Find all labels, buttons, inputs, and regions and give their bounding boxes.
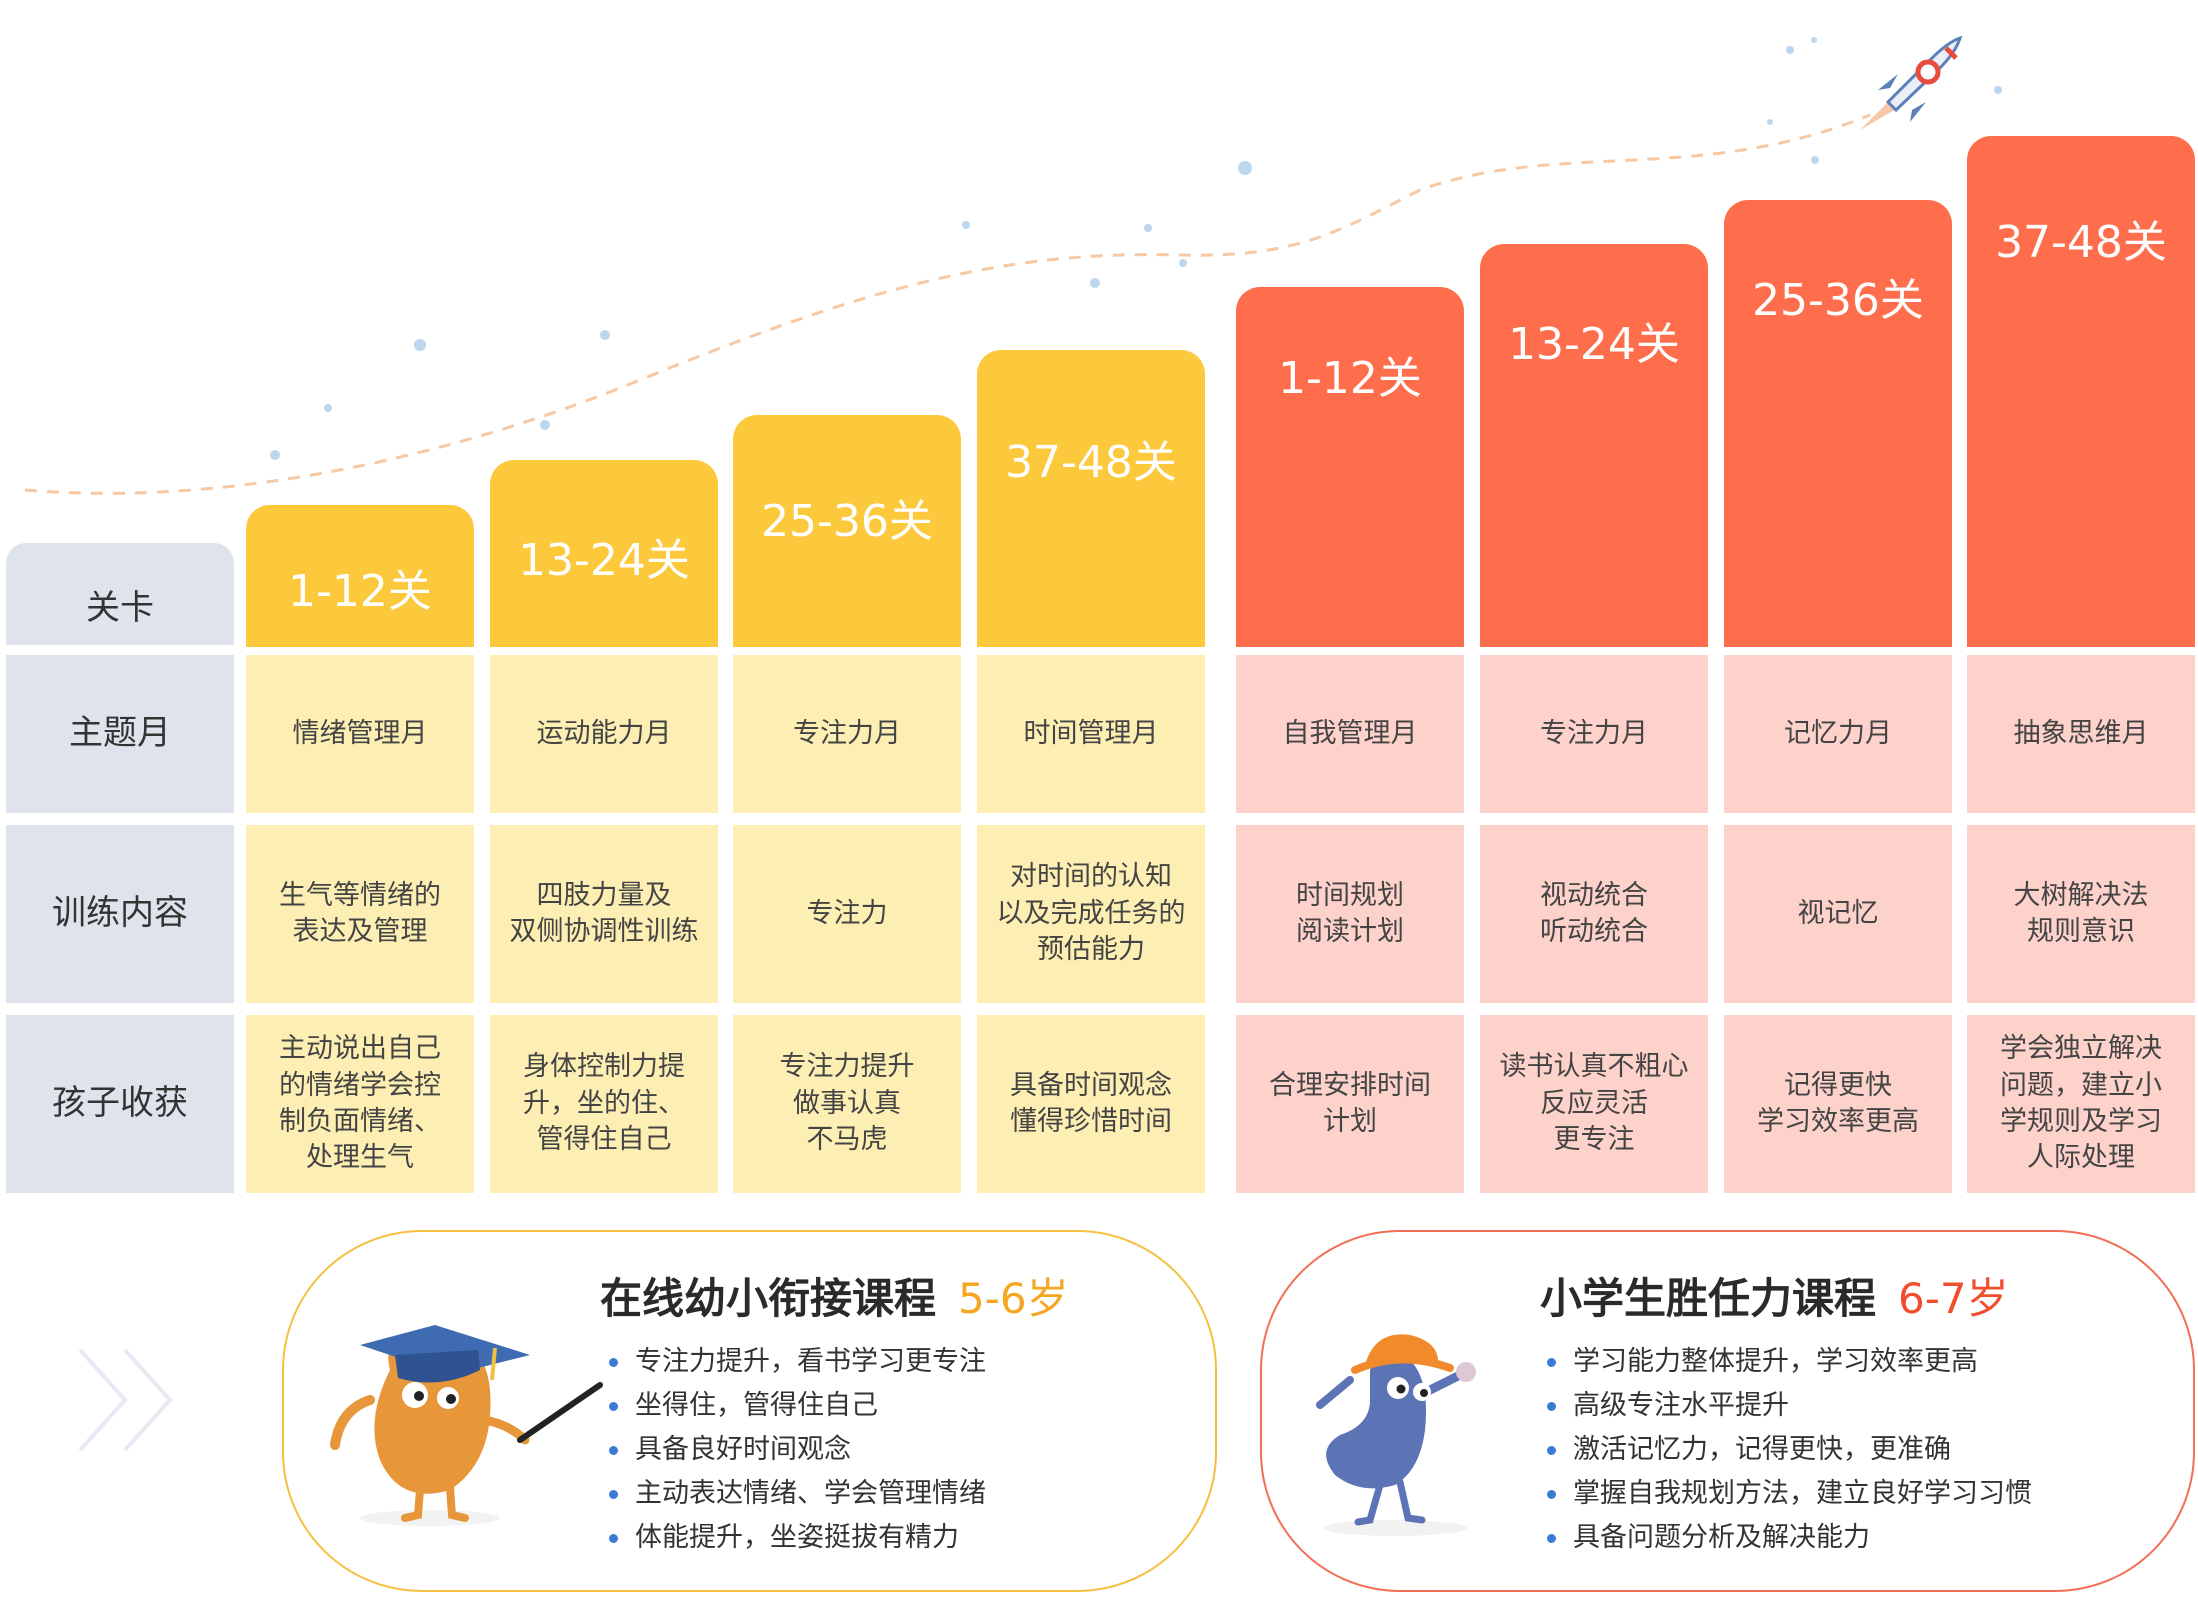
list-item: 具备问题分析及解决能力 (1545, 1516, 2032, 1560)
primary-theme-cell: 自我管理月 (1236, 655, 1464, 813)
list-item: 激活记忆力，记得更快，更准确 (1545, 1428, 2032, 1472)
row-label-gains: 孩子收获 (6, 1015, 234, 1193)
kindergarten-level-header: 37-48关 (977, 350, 1205, 647)
rocket-icon (1860, 35, 1963, 130)
benefit-text: 高级专注水平提升 (1573, 1390, 1789, 1421)
primary-course-age: 6-7岁 (1898, 1274, 2009, 1323)
hat-mascot-icon (1316, 1334, 1476, 1536)
benefit-text: 主动表达情绪、学会管理情绪 (635, 1478, 986, 1509)
primary-level-header: 25-36关 (1724, 200, 1952, 647)
bullet-dot-icon (609, 1358, 618, 1367)
kindergarten-level-header: 13-24关 (490, 460, 718, 647)
list-item: 坐得住，管得住自己 (607, 1384, 986, 1428)
list-item: 主动表达情绪、学会管理情绪 (607, 1472, 986, 1516)
bullet-dot-icon (1547, 1446, 1556, 1455)
kindergarten-training-cell: 对时间的认知 以及完成任务的 预估能力 (977, 825, 1205, 1003)
kindergarten-course-age: 5-6岁 (958, 1274, 1069, 1323)
kindergarten-theme-cell: 时间管理月 (977, 655, 1205, 813)
dashed-trail-decoration (24, 37, 2002, 495)
kindergarten-theme-cell: 运动能力月 (490, 655, 718, 813)
list-item: 学习能力整体提升，学习效率更高 (1545, 1340, 2032, 1384)
bullet-dot-icon (609, 1446, 618, 1455)
benefit-text: 专注力提升，看书学习更专注 (635, 1346, 986, 1377)
primary-training-cell: 时间规划 阅读计划 (1236, 825, 1464, 1003)
kindergarten-theme-cell: 专注力月 (733, 655, 961, 813)
primary-gains-cell: 合理安排时间 计划 (1236, 1015, 1464, 1193)
list-item: 专注力提升，看书学习更专注 (607, 1340, 986, 1384)
bullet-dot-icon (609, 1402, 618, 1411)
kindergarten-level-header: 25-36关 (733, 415, 961, 647)
primary-level-header: 13-24关 (1480, 244, 1708, 647)
kindergarten-training-cell: 生气等情绪的 表达及管理 (246, 825, 474, 1003)
row-label-training: 训练内容 (6, 825, 234, 1003)
graduate-mascot-icon (330, 1325, 603, 1526)
primary-training-cell: 大树解决法 规则意识 (1967, 825, 2195, 1003)
chevron-right-icon (78, 1348, 173, 1452)
primary-level-header: 37-48关 (1967, 136, 2195, 647)
kindergarten-course-title-row: 在线幼小衔接课程 5-6岁 (600, 1265, 1069, 1326)
primary-gains-cell: 学会独立解决 问题，建立小 学规则及学习 人际处理 (1967, 1015, 2195, 1193)
primary-training-cell: 视记忆 (1724, 825, 1952, 1003)
benefit-text: 具备问题分析及解决能力 (1573, 1522, 1870, 1553)
bullet-dot-icon (609, 1490, 618, 1499)
list-item: 高级专注水平提升 (1545, 1384, 2032, 1428)
kindergarten-benefit-list: 专注力提升，看书学习更专注 坐得住，管得住自己 具备良好时间观念 主动表达情绪、… (607, 1340, 986, 1560)
primary-course-title-row: 小学生胜任力课程 6-7岁 (1540, 1265, 2009, 1326)
bullet-dot-icon (1547, 1402, 1556, 1411)
kindergarten-training-cell: 四肢力量及 双侧协调性训练 (490, 825, 718, 1003)
benefit-text: 体能提升，坐姿挺拔有精力 (635, 1522, 959, 1553)
benefit-text: 学习能力整体提升，学习效率更高 (1573, 1346, 1978, 1377)
primary-level-header: 1-12关 (1236, 287, 1464, 647)
kindergarten-training-cell: 专注力 (733, 825, 961, 1003)
list-item: 具备良好时间观念 (607, 1428, 986, 1472)
kindergarten-theme-cell: 情绪管理月 (246, 655, 474, 813)
bullet-dot-icon (609, 1534, 618, 1543)
primary-theme-cell: 抽象思维月 (1967, 655, 2195, 813)
kindergarten-gains-cell: 身体控制力提 升，坐的住、 管得住自己 (490, 1015, 718, 1193)
benefit-text: 具备良好时间观念 (635, 1434, 851, 1465)
kindergarten-gains-cell: 具备时间观念 懂得珍惜时间 (977, 1015, 1205, 1193)
benefit-text: 激活记忆力，记得更快，更准确 (1573, 1434, 1951, 1465)
primary-gains-cell: 记得更快 学习效率更高 (1724, 1015, 1952, 1193)
row-label-level: 关卡 (6, 543, 234, 645)
kindergarten-gains-cell: 专注力提升 做事认真 不马虎 (733, 1015, 961, 1193)
primary-course-title: 小学生胜任力课程 (1540, 1274, 1877, 1323)
primary-theme-cell: 记忆力月 (1724, 655, 1952, 813)
list-item: 掌握自我规划方法，建立良好学习习惯 (1545, 1472, 2032, 1516)
bullet-dot-icon (1547, 1490, 1556, 1499)
kindergarten-level-header: 1-12关 (246, 505, 474, 647)
primary-gains-cell: 读书认真不粗心 反应灵活 更专注 (1480, 1015, 1708, 1193)
primary-training-cell: 视动统合 听动统合 (1480, 825, 1708, 1003)
benefit-text: 坐得住，管得住自己 (635, 1390, 878, 1421)
list-item: 体能提升，坐姿挺拔有精力 (607, 1516, 986, 1560)
bullet-dot-icon (1547, 1534, 1556, 1543)
benefit-text: 掌握自我规划方法，建立良好学习习惯 (1573, 1478, 2032, 1509)
primary-benefit-list: 学习能力整体提升，学习效率更高 高级专注水平提升 激活记忆力，记得更快，更准确 … (1545, 1340, 2032, 1560)
primary-theme-cell: 专注力月 (1480, 655, 1708, 813)
kindergarten-course-title: 在线幼小衔接课程 (600, 1274, 937, 1323)
kindergarten-gains-cell: 主动说出自己 的情绪学会控 制负面情绪、 处理生气 (246, 1015, 474, 1193)
bullet-dot-icon (1547, 1358, 1556, 1367)
row-label-theme: 主题月 (6, 655, 234, 813)
